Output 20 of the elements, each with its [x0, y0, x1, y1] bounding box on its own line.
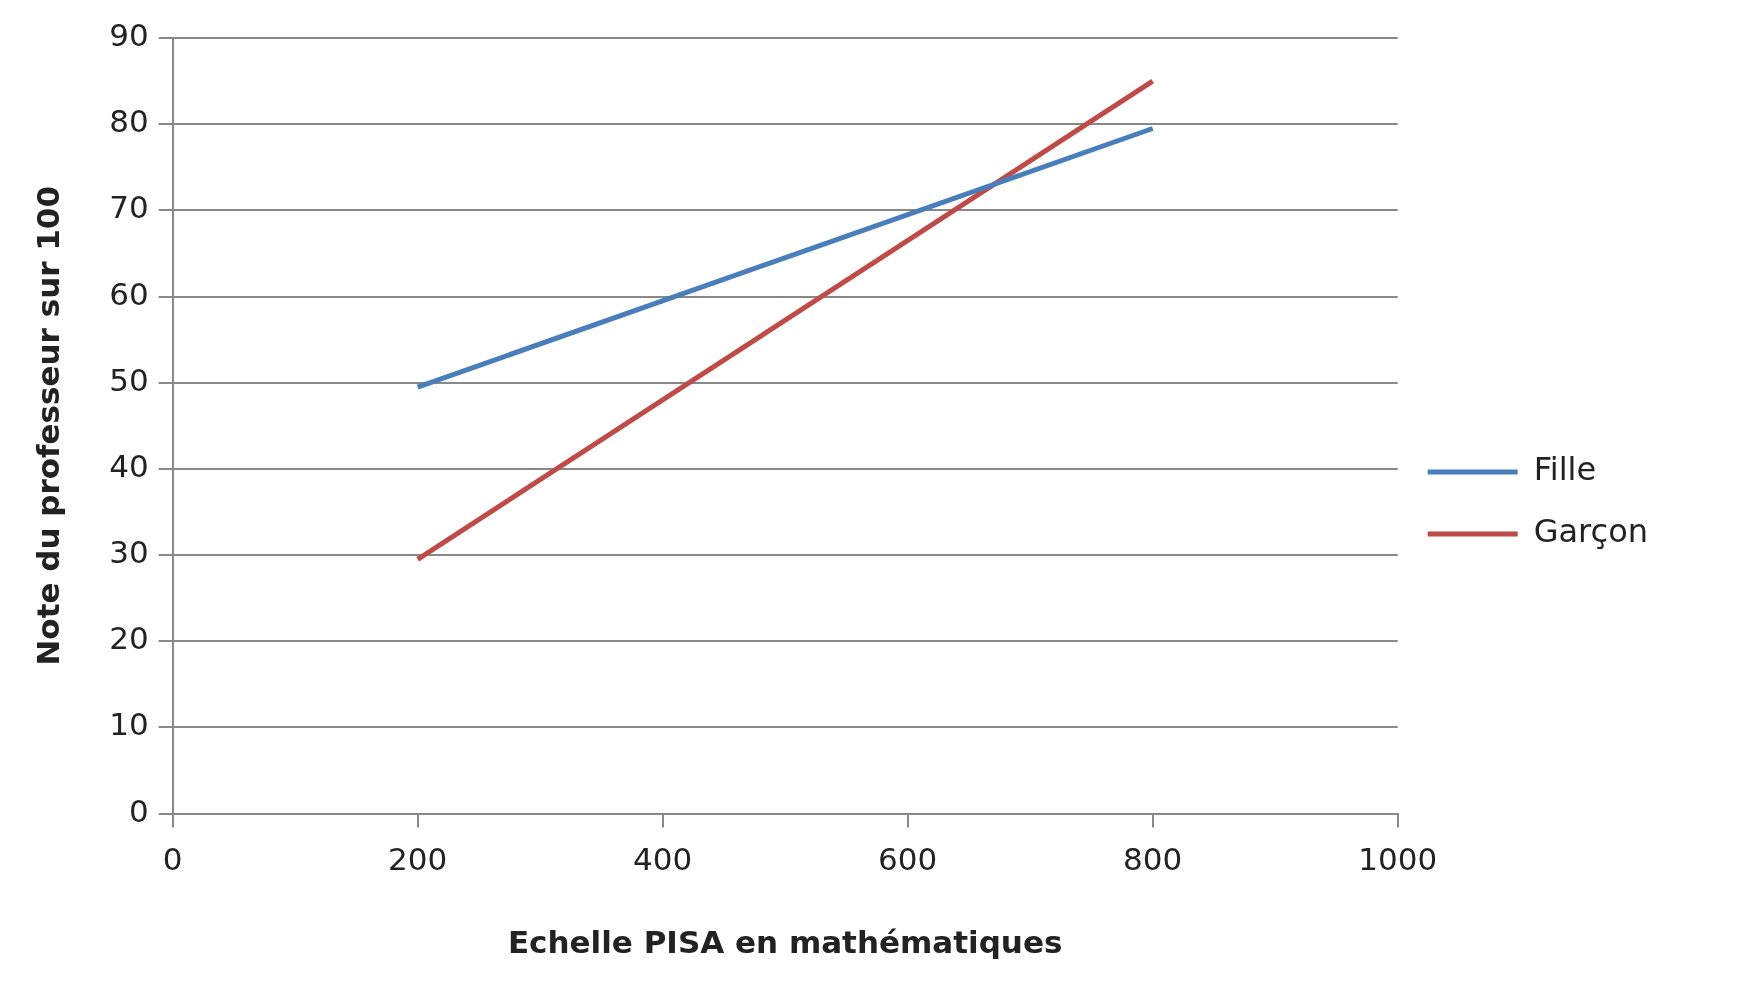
- x-tick-label: 0: [162, 841, 183, 878]
- x-tick-label: 400: [633, 841, 693, 878]
- y-tick-label: 20: [109, 620, 149, 657]
- x-tick-label: 200: [388, 841, 448, 878]
- x-tick-label: 1000: [1358, 841, 1438, 878]
- y-tick-label: 30: [109, 534, 149, 571]
- y-tick-label: 50: [109, 361, 149, 398]
- x-tick-label: 800: [1123, 841, 1183, 878]
- x-tick-label: 600: [878, 841, 938, 878]
- x-axis-title: Echelle PISA en mathématiques: [507, 924, 1063, 961]
- y-tick-label: 40: [109, 447, 149, 484]
- y-tick-label: 60: [109, 275, 149, 312]
- y-tick-label: 70: [109, 189, 149, 226]
- y-tick-label: 0: [128, 792, 149, 829]
- y-tick-label: 80: [109, 103, 149, 140]
- y-axis-title: Note du professeur sur 100: [29, 186, 66, 666]
- legend-label: Garçon: [1533, 512, 1648, 551]
- legend-label: Fille: [1533, 450, 1597, 489]
- y-tick-label: 90: [109, 17, 149, 54]
- y-tick-label: 10: [109, 706, 149, 743]
